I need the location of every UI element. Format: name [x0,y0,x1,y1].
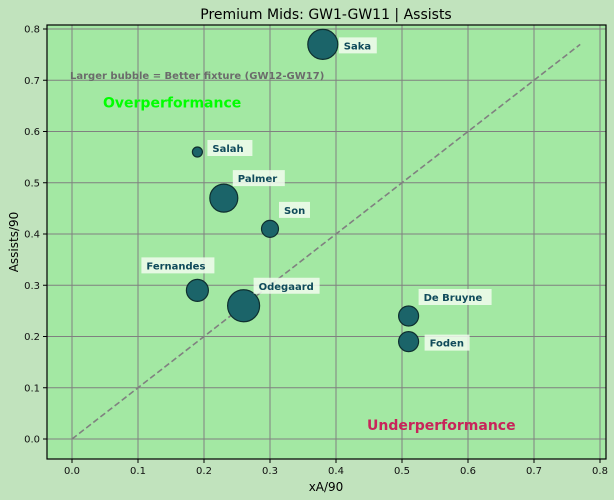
bubble [398,331,420,353]
bubble [260,219,280,238]
grid-lines [47,25,606,459]
label-box [207,140,253,156]
bubble [209,183,239,213]
player-label: De Bruyne [424,293,483,304]
reference-line [71,43,581,440]
player-label: Saka [344,41,371,52]
x-tick-label: 0.2 [196,466,212,477]
bubble-point: Odegaard [227,277,320,323]
label-box [253,277,320,294]
x-tick-label: 0.6 [460,466,476,477]
annotations: Larger bubble = Better fixture (GW12-GW1… [70,71,516,434]
x-tick-label: 0.1 [130,466,146,477]
x-tick-label: 0.8 [592,466,608,477]
y-axis-label: Assists/90 [7,212,21,273]
x-tick-label: 0.0 [64,466,80,477]
y-tick-label: 0.5 [24,178,40,189]
y-tick-label: 0.1 [24,383,40,394]
bubble [227,289,261,323]
player-label: Palmer [238,174,277,185]
bubble-point: Palmer [209,170,285,213]
y-tick-label: 0.0 [24,435,40,446]
x-tick-label: 0.3 [262,466,278,477]
player-label: Salah [212,144,243,155]
underperformance-label: Underperformance [367,418,516,434]
player-label: Fernandes [146,261,205,272]
bubble [191,146,203,158]
label-box [338,37,377,54]
chart-title: Premium Mids: GW1-GW11 | Assists [200,7,451,23]
player-label: Foden [430,339,464,350]
bubble-point: Son [260,201,310,238]
y-tick-label: 0.7 [24,76,40,87]
label-box [279,201,310,218]
label-box [424,334,470,351]
y-tick-label: 0.2 [24,332,40,343]
x-tick-label: 0.7 [526,466,542,477]
y-tick-label: 0.4 [24,230,40,241]
overperformance-label: Overperformance [103,95,241,111]
label-box [418,289,492,305]
x-axis-ticks: 0.0 0.1 0.2 0.3 0.4 0.5 0.6 0.7 0.8 [64,459,608,477]
y-tick-label: 0.6 [24,127,40,138]
y-tick-label: 0.3 [24,281,40,292]
bubble-point: De Bruyne [398,289,492,327]
label-box [141,257,215,274]
x-axis-label: xA/90 [309,480,344,494]
x-tick-label: 0.4 [328,466,344,477]
diagonal-reference-line [71,43,581,440]
bubble [398,305,420,327]
y-axis-ticks: 0.0 0.1 0.2 0.3 0.4 0.5 0.6 0.7 0.8 [24,25,47,446]
bubble-size-note: Larger bubble = Better fixture (GW12-GW1… [70,71,324,82]
label-box [232,170,285,187]
player-label: Odegaard [259,282,314,293]
y-tick-label: 0.8 [24,25,40,36]
axes-frame [46,24,607,460]
bubble-point: Saka [307,28,377,60]
bubble [307,28,339,60]
bubble-point: Foden [398,331,470,353]
bubble-point: Fernandes [141,257,215,302]
x-tick-label: 0.5 [394,466,410,477]
bubble-point: Salah [191,140,253,158]
bubbles: Saka Salah Palmer Son Fernandes Odegaard De Br… [141,28,492,353]
bubble [185,278,209,302]
player-label: Son [284,206,305,217]
